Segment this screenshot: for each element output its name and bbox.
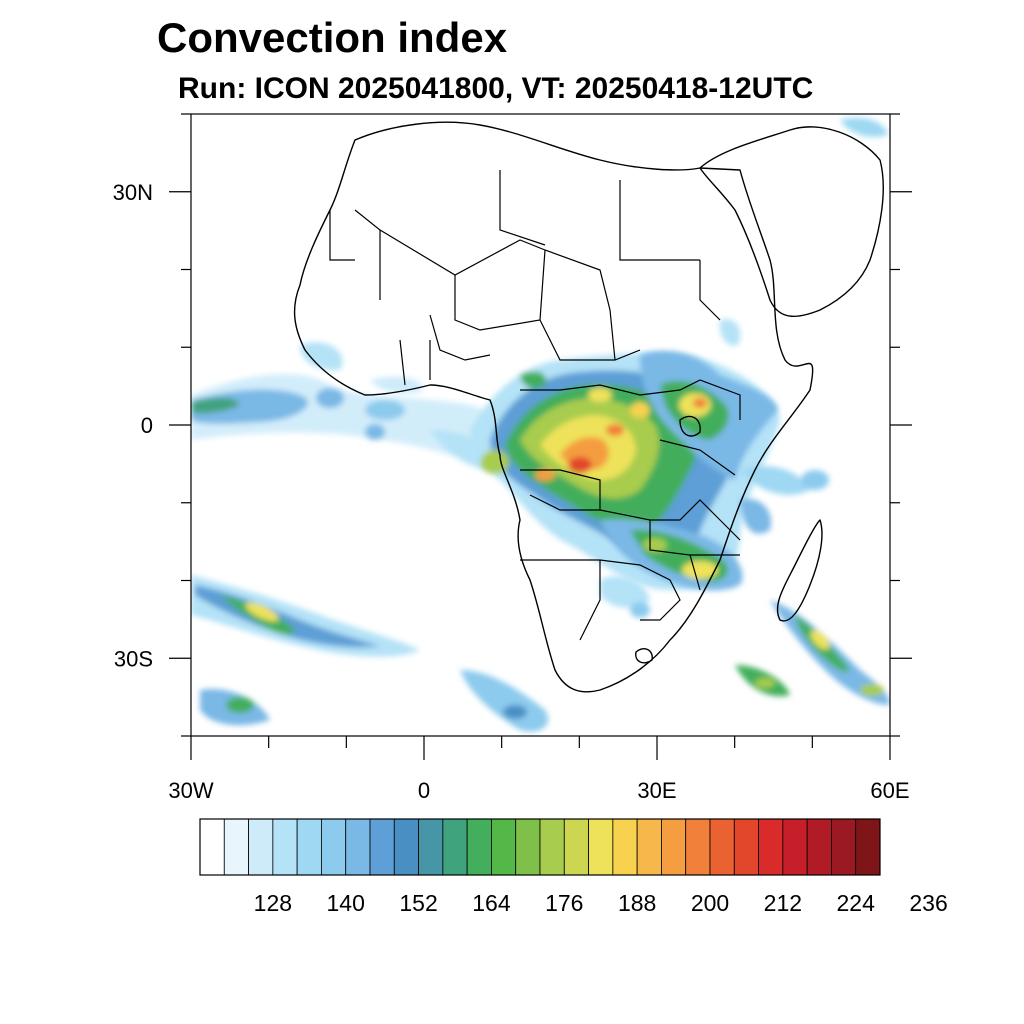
colorbar-swatch — [272, 818, 298, 876]
colorbar-swatch — [831, 818, 857, 876]
convection-area-indian-ocean — [735, 117, 890, 705]
chart-subtitle: Run: ICON 2025041800, VT: 20250418-12UTC — [178, 72, 814, 105]
colorbar-swatch — [321, 818, 347, 876]
colorbar-swatch — [199, 818, 225, 876]
colorbar-label: 164 — [472, 890, 511, 916]
madagascar-coastline — [776, 519, 823, 622]
colorbar-label: 128 — [254, 890, 292, 916]
colorbar-label: 152 — [399, 890, 437, 916]
colorbar-label: 176 — [545, 890, 583, 916]
colorbar-swatch — [612, 818, 638, 876]
lat-tick-label: 0 — [141, 413, 153, 438]
colorbar-label: 212 — [764, 890, 802, 916]
lesotho — [635, 648, 653, 664]
colorbar-swatch — [345, 818, 371, 876]
axis-ticks: 30W 0 30E 60E 30N 0 30S — [113, 113, 912, 803]
colorbar-swatch — [369, 818, 395, 876]
colorbar-swatch — [636, 818, 662, 876]
colorbar-label: 140 — [327, 890, 365, 916]
colorbar-swatch — [515, 818, 541, 876]
colorbar-swatch — [248, 818, 274, 876]
lon-tick-label: 0 — [418, 778, 430, 803]
africa-coastline — [293, 121, 814, 693]
convection-area-east-africa — [640, 319, 829, 495]
colorbar-swatch — [709, 818, 735, 876]
convection-area-south-atlantic — [191, 575, 549, 732]
arabia-coastline — [699, 126, 884, 318]
coastlines — [293, 121, 884, 693]
lake-victoria — [679, 415, 701, 437]
national-borders — [329, 170, 741, 641]
lon-tick-label: 60E — [870, 778, 909, 803]
colorbar-swatch — [758, 818, 784, 876]
colorbar-swatch — [466, 818, 492, 876]
lat-tick-label: 30S — [114, 646, 153, 671]
lon-tick-label: 30E — [637, 778, 676, 803]
lat-tick-label: 30N — [113, 180, 153, 205]
colorbar-label: 236 — [909, 890, 947, 916]
convection-field — [191, 117, 890, 732]
colorbar-swatch — [296, 818, 322, 876]
colorbar-label: 200 — [691, 890, 729, 916]
colorbar: 128 140 152 164 176 188 200 212 224 236 — [199, 818, 948, 916]
colorbar-swatch — [491, 818, 517, 876]
colorbar-swatch — [418, 818, 444, 876]
colorbar-swatch — [782, 818, 808, 876]
lon-tick-label: 30W — [168, 778, 213, 803]
colorbar-swatch — [539, 818, 565, 876]
colorbar-swatch — [588, 818, 614, 876]
colorbar-swatch — [442, 818, 468, 876]
convection-area-southern-africa — [600, 499, 771, 618]
colorbar-swatch — [393, 818, 419, 876]
colorbar-swatch — [855, 818, 881, 876]
colorbar-frame — [199, 818, 881, 876]
colorbar-swatch — [806, 818, 832, 876]
chart-title: Convection index — [157, 14, 508, 61]
colorbar-swatch — [661, 818, 687, 876]
colorbar-label: 188 — [618, 890, 656, 916]
colorbar-swatch — [685, 818, 711, 876]
convection-area-tropical-atlantic — [191, 342, 520, 471]
colorbar-swatch — [733, 818, 759, 876]
colorbar-label: 224 — [837, 890, 876, 916]
colorbar-swatch — [223, 818, 249, 876]
colorbar-swatch — [563, 818, 589, 876]
